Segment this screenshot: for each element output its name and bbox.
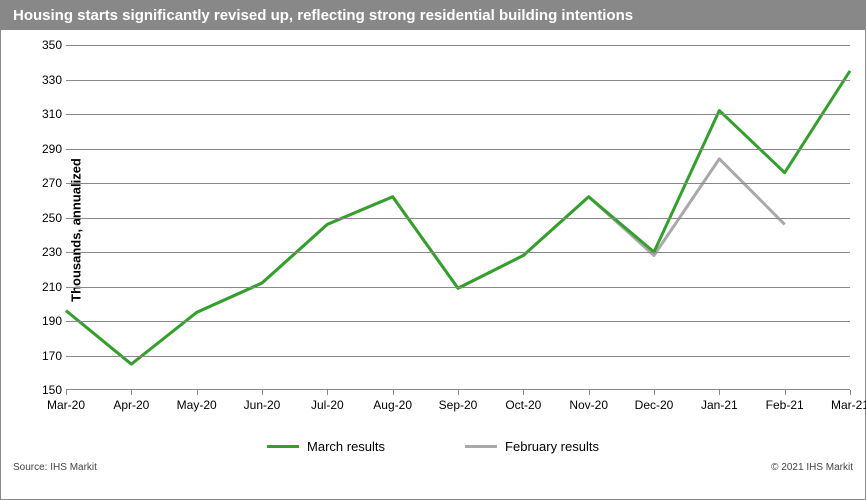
gridline (66, 45, 850, 46)
x-tick-mark (131, 390, 132, 395)
x-tick-label: Jan-21 (701, 398, 738, 412)
gridline (66, 218, 850, 219)
series-line (66, 159, 785, 364)
legend-item: February results (465, 439, 599, 454)
x-tick-mark (197, 390, 198, 395)
y-tick-label: 170 (28, 349, 62, 363)
y-tick-label: 230 (28, 245, 62, 259)
footer: Source: IHS Markit © 2021 IHS Markit (1, 458, 865, 479)
gridline (66, 321, 850, 322)
y-tick-label: 150 (28, 383, 62, 397)
gridline (66, 252, 850, 253)
x-tick-mark (393, 390, 394, 395)
y-tick-label: 310 (28, 107, 62, 121)
y-tick-label: 350 (28, 38, 62, 52)
x-tick-label: Apr-20 (113, 398, 149, 412)
gridline (66, 356, 850, 357)
y-tick-label: 330 (28, 73, 62, 87)
x-tick-mark (654, 390, 655, 395)
x-tick-label: Jun-20 (244, 398, 281, 412)
y-tick-label: 250 (28, 211, 62, 225)
x-tick-label: Mar-20 (47, 398, 85, 412)
y-tick-label: 210 (28, 280, 62, 294)
legend-item: March results (267, 439, 385, 454)
legend-swatch (267, 445, 299, 448)
chart-area: Thousands, annualized 150170190210230250… (1, 30, 865, 430)
chart-title: Housing starts significantly revised up,… (1, 1, 865, 30)
x-tick-label: Aug-20 (373, 398, 412, 412)
x-tick-mark (850, 390, 851, 395)
footer-source: Source: IHS Markit (13, 462, 97, 473)
x-tick-mark (523, 390, 524, 395)
x-tick-mark (719, 390, 720, 395)
y-tick-label: 270 (28, 176, 62, 190)
x-tick-label: Oct-20 (505, 398, 541, 412)
legend-swatch (465, 445, 497, 448)
gridline (66, 149, 850, 150)
x-tick-mark (66, 390, 67, 395)
x-tick-label: Feb-21 (766, 398, 804, 412)
legend-label: March results (307, 439, 385, 454)
gridline (66, 287, 850, 288)
legend: March results February results (1, 430, 865, 458)
x-tick-label: May-20 (177, 398, 217, 412)
x-tick-label: Dec-20 (635, 398, 674, 412)
y-tick-label: 290 (28, 142, 62, 156)
gridline (66, 183, 850, 184)
x-tick-label: Mar-21 (831, 398, 866, 412)
gridline (66, 114, 850, 115)
plot-region: 150170190210230250270290310330350Mar-20A… (66, 45, 850, 390)
x-tick-label: Jul-20 (311, 398, 344, 412)
footer-copyright: © 2021 IHS Markit (771, 462, 853, 473)
x-tick-mark (327, 390, 328, 395)
y-tick-label: 190 (28, 314, 62, 328)
x-tick-mark (785, 390, 786, 395)
x-tick-label: Sep-20 (439, 398, 478, 412)
x-tick-mark (262, 390, 263, 395)
x-tick-label: Nov-20 (569, 398, 608, 412)
x-tick-mark (589, 390, 590, 395)
legend-label: February results (505, 439, 599, 454)
gridline (66, 80, 850, 81)
x-tick-mark (458, 390, 459, 395)
